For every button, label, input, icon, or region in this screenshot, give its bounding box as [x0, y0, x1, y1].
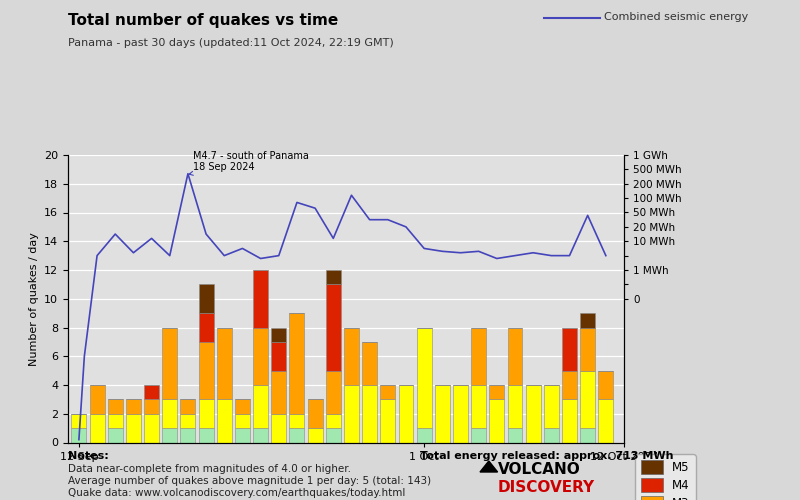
Bar — [108, 400, 122, 414]
Bar — [290, 414, 304, 428]
Bar — [380, 400, 395, 442]
Bar — [507, 385, 522, 428]
Bar — [435, 385, 450, 442]
Bar — [562, 370, 577, 400]
Bar — [162, 400, 178, 428]
Bar — [181, 428, 195, 442]
Bar — [308, 428, 322, 442]
Bar — [380, 385, 395, 400]
Text: Notes:: Notes: — [68, 451, 109, 461]
Text: Panama - past 30 days (updated:11 Oct 2024, 22:19 GMT): Panama - past 30 days (updated:11 Oct 20… — [68, 38, 394, 48]
Bar — [126, 414, 141, 442]
Bar — [326, 370, 341, 414]
Bar — [308, 400, 322, 428]
Bar — [144, 400, 159, 414]
Bar — [271, 370, 286, 414]
Bar — [544, 428, 558, 442]
Bar — [253, 428, 268, 442]
Text: Total energy released: approx. 713 MWh: Total energy released: approx. 713 MWh — [420, 451, 674, 461]
Text: Total number of quakes vs time: Total number of quakes vs time — [68, 12, 338, 28]
Bar — [344, 385, 359, 442]
Bar — [126, 400, 141, 414]
Bar — [326, 270, 341, 284]
Y-axis label: Number of quakes / day: Number of quakes / day — [29, 232, 38, 366]
Bar — [181, 414, 195, 428]
Bar — [562, 400, 577, 442]
Bar — [144, 385, 159, 400]
Bar — [271, 414, 286, 442]
Text: DISCOVERY: DISCOVERY — [498, 480, 594, 495]
Bar — [198, 342, 214, 400]
Bar — [490, 385, 504, 400]
Text: Combined seismic energy: Combined seismic energy — [604, 12, 748, 22]
Text: VOLCANO: VOLCANO — [498, 462, 580, 477]
Bar — [108, 428, 122, 442]
Bar — [580, 313, 595, 328]
Bar — [181, 400, 195, 414]
Bar — [290, 428, 304, 442]
Bar — [580, 428, 595, 442]
Bar — [253, 270, 268, 328]
Legend: M5, M4, M3, M2, M1: M5, M4, M3, M2, M1 — [635, 454, 695, 500]
Bar — [326, 284, 341, 370]
Bar — [580, 370, 595, 428]
Bar — [235, 414, 250, 428]
Bar — [108, 414, 122, 428]
Bar — [580, 328, 595, 370]
Bar — [471, 328, 486, 385]
Text: Average number of quakes above magnitude 1 per day: 5 (total: 143): Average number of quakes above magnitude… — [68, 476, 431, 486]
Bar — [162, 328, 178, 400]
Bar — [235, 428, 250, 442]
Bar — [507, 428, 522, 442]
Bar — [598, 400, 614, 442]
Bar — [253, 328, 268, 385]
Bar — [71, 414, 86, 428]
Bar — [198, 428, 214, 442]
Bar — [198, 284, 214, 313]
Text: M4.7 - south of Panama
18 Sep 2024: M4.7 - south of Panama 18 Sep 2024 — [189, 150, 310, 176]
Text: Quake data: www.volcanodiscovery.com/earthquakes/today.html: Quake data: www.volcanodiscovery.com/ear… — [68, 488, 406, 498]
Bar — [398, 385, 414, 442]
Bar — [344, 328, 359, 385]
Bar — [453, 385, 468, 442]
Bar — [490, 400, 504, 442]
Bar — [198, 313, 214, 342]
Bar — [362, 342, 377, 385]
Bar — [526, 385, 541, 442]
Bar — [198, 400, 214, 428]
Bar — [507, 328, 522, 385]
Bar — [544, 385, 558, 428]
Bar — [417, 328, 431, 428]
Bar — [90, 385, 105, 414]
Bar — [217, 328, 232, 400]
Bar — [90, 414, 105, 442]
Bar — [326, 414, 341, 428]
Text: Data near-complete from magnitudes of 4.0 or higher.: Data near-complete from magnitudes of 4.… — [68, 464, 351, 474]
Bar — [271, 342, 286, 370]
Bar — [71, 428, 86, 442]
Bar — [326, 428, 341, 442]
Bar — [471, 385, 486, 428]
Bar — [362, 385, 377, 442]
Bar — [598, 370, 614, 400]
Bar — [217, 400, 232, 442]
Bar — [417, 428, 431, 442]
Bar — [144, 414, 159, 442]
Bar — [471, 428, 486, 442]
Bar — [253, 385, 268, 428]
Bar — [235, 400, 250, 414]
Bar — [271, 328, 286, 342]
Bar — [290, 313, 304, 414]
Bar — [562, 328, 577, 370]
Bar — [162, 428, 178, 442]
